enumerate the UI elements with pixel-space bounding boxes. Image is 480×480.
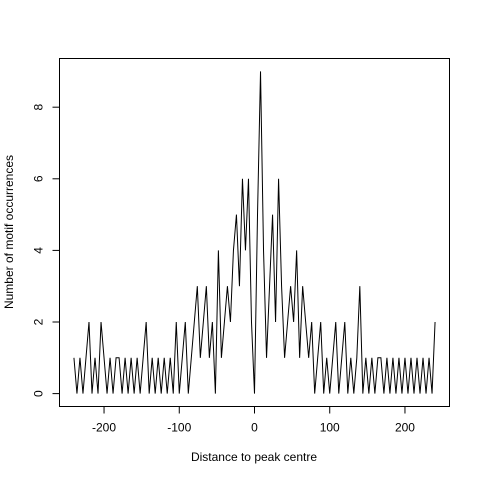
y-tick-label: 0 [32, 390, 46, 397]
x-tick-label: 100 [320, 421, 340, 435]
plot-box [59, 58, 450, 407]
y-tick-label: 6 [32, 175, 46, 182]
x-axis-label: Distance to peak centre [191, 450, 317, 464]
y-tick-label: 2 [32, 318, 46, 325]
x-tick-label: 200 [395, 421, 415, 435]
x-tick-label: -200 [92, 421, 116, 435]
data-line [73, 71, 436, 394]
x-tick-label: -100 [167, 421, 191, 435]
y-tick-label: 8 [32, 104, 46, 111]
y-axis-label: Number of motif occurrences [2, 155, 16, 309]
y-tick-label: 4 [32, 247, 46, 254]
x-tick-label: 0 [251, 421, 258, 435]
